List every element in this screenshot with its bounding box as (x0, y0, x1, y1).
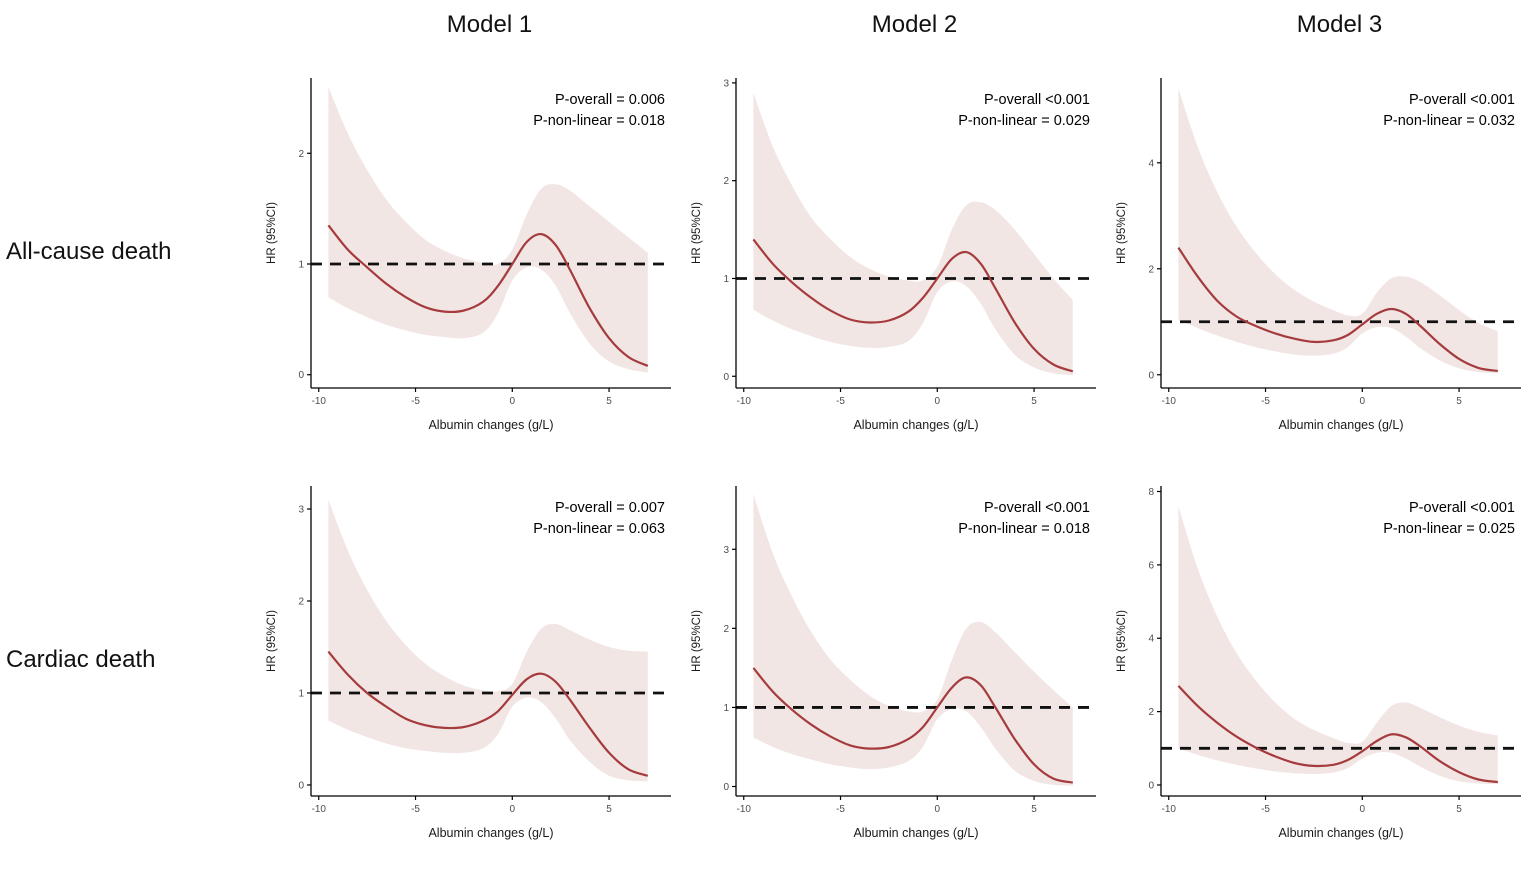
svg-text:4: 4 (1148, 158, 1154, 169)
svg-text:HR (95%CI): HR (95%CI) (691, 610, 703, 672)
svg-text:-5: -5 (1261, 396, 1270, 407)
svg-text:2: 2 (1148, 707, 1154, 718)
svg-text:-5: -5 (411, 396, 420, 407)
svg-text:0: 0 (934, 396, 940, 407)
chart-cardiac-model-2: 0 1 2 3 -10 -5 0 5 Albumin changes (g/L) HR (95%C… (685, 476, 1110, 844)
svg-text:Albumin changes (g/L): Albumin changes (g/L) (428, 418, 553, 432)
svg-text:-5: -5 (1261, 804, 1270, 815)
svg-text:P-overall <0.001: P-overall <0.001 (984, 500, 1090, 516)
svg-text:0: 0 (1148, 370, 1154, 381)
spline-chart-all-cause-model-3: 0 2 4 -10 -5 0 5 Albumin changes (g/L) HR (95%CI… (1116, 78, 1521, 432)
svg-text:Albumin changes (g/L): Albumin changes (g/L) (1278, 418, 1403, 432)
svg-text:1: 1 (298, 688, 304, 699)
svg-text:P-overall <0.001: P-overall <0.001 (984, 92, 1090, 108)
svg-text:5: 5 (1031, 804, 1037, 815)
svg-text:-10: -10 (1161, 804, 1176, 815)
svg-text:-10: -10 (736, 396, 751, 407)
svg-text:0: 0 (1148, 780, 1154, 791)
svg-text:P-overall = 0.007: P-overall = 0.007 (554, 500, 664, 516)
svg-text:3: 3 (298, 504, 304, 515)
svg-text:Albumin changes (g/L): Albumin changes (g/L) (853, 418, 978, 432)
svg-text:0: 0 (934, 804, 940, 815)
svg-text:P-non-linear = 0.018: P-non-linear = 0.018 (533, 113, 665, 129)
svg-text:8: 8 (1148, 487, 1154, 498)
svg-text:0: 0 (1359, 804, 1365, 815)
svg-text:0: 0 (509, 804, 515, 815)
svg-text:-10: -10 (311, 396, 326, 407)
column-header-model-2: Model 2 (871, 11, 958, 38)
svg-text:4: 4 (1148, 634, 1154, 645)
svg-text:P-overall <0.001: P-overall <0.001 (1409, 92, 1515, 108)
spline-chart-cardiac-model-1: 0 1 2 3 -10 -5 0 5 Albumin changes (g/L) HR (95%C… (266, 486, 671, 840)
svg-text:HR (95%CI): HR (95%CI) (691, 202, 703, 264)
svg-text:2: 2 (298, 596, 304, 607)
spline-chart-cardiac-model-3: 0 2 4 6 8 -10 -5 0 5 Albumin changes (g/L) HR (95%… (1116, 486, 1521, 840)
column-header-model-1: Model 1 (446, 11, 533, 38)
svg-text:P-non-linear = 0.018: P-non-linear = 0.018 (958, 521, 1090, 537)
row-label-all-cause-death: All-cause death (6, 238, 172, 265)
spline-chart-all-cause-model-1: 0 1 2 -10 -5 0 5 Albumin changes (g/L) HR (95%CI… (266, 78, 671, 432)
svg-text:3: 3 (723, 545, 729, 556)
svg-text:0: 0 (509, 396, 515, 407)
svg-text:0: 0 (723, 782, 729, 793)
svg-text:0: 0 (723, 372, 729, 383)
svg-text:-5: -5 (836, 804, 845, 815)
column-header-row: Model 1 Model 2 Model 3 (0, 2, 1535, 48)
svg-text:5: 5 (1456, 804, 1462, 815)
svg-text:-10: -10 (736, 804, 751, 815)
svg-text:5: 5 (1456, 396, 1462, 407)
svg-text:2: 2 (298, 149, 304, 160)
column-header-model-3: Model 3 (1296, 11, 1383, 38)
svg-text:2: 2 (723, 624, 729, 635)
svg-text:P-non-linear = 0.025: P-non-linear = 0.025 (1383, 521, 1515, 537)
svg-text:0: 0 (298, 780, 304, 791)
svg-text:3: 3 (723, 78, 729, 89)
chart-cardiac-model-3: 0 2 4 6 8 -10 -5 0 5 Albumin changes (g/L) HR (95%… (1110, 476, 1535, 844)
svg-text:-10: -10 (1161, 396, 1176, 407)
svg-text:Albumin changes (g/L): Albumin changes (g/L) (428, 826, 553, 840)
svg-text:2: 2 (723, 176, 729, 187)
svg-text:5: 5 (1031, 396, 1037, 407)
svg-text:P-non-linear = 0.063: P-non-linear = 0.063 (533, 521, 665, 537)
svg-text:P-non-linear = 0.029: P-non-linear = 0.029 (958, 113, 1090, 129)
svg-text:-5: -5 (411, 804, 420, 815)
spline-chart-cardiac-model-2: 0 1 2 3 -10 -5 0 5 Albumin changes (g/L) HR (95%C… (691, 486, 1096, 840)
svg-text:1: 1 (298, 260, 304, 271)
chart-all-cause-model-3: 0 2 4 -10 -5 0 5 Albumin changes (g/L) HR (95%CI… (1110, 68, 1535, 436)
svg-text:6: 6 (1148, 560, 1154, 571)
row-all-cause-death: All-cause death 0 1 2 -10 -5 0 5 Albumin change… (0, 48, 1535, 456)
row-cardiac-death: Cardiac death 0 1 2 3 -10 -5 0 5 Albumin changes… (0, 456, 1535, 864)
svg-text:HR (95%CI): HR (95%CI) (1116, 610, 1128, 672)
svg-text:1: 1 (723, 274, 729, 285)
svg-text:HR (95%CI): HR (95%CI) (266, 610, 278, 672)
svg-text:0: 0 (298, 370, 304, 381)
svg-text:2: 2 (1148, 264, 1154, 275)
svg-text:1: 1 (723, 703, 729, 714)
svg-text:-5: -5 (836, 396, 845, 407)
svg-text:HR (95%CI): HR (95%CI) (1116, 202, 1128, 264)
svg-text:P-overall <0.001: P-overall <0.001 (1409, 500, 1515, 516)
svg-text:5: 5 (606, 804, 612, 815)
svg-text:0: 0 (1359, 396, 1365, 407)
svg-text:P-non-linear = 0.032: P-non-linear = 0.032 (1383, 113, 1515, 129)
spline-chart-all-cause-model-2: 0 1 2 3 -10 -5 0 5 Albumin changes (g/L) HR (95%C… (691, 78, 1096, 432)
svg-text:Albumin changes (g/L): Albumin changes (g/L) (853, 826, 978, 840)
chart-cardiac-model-1: 0 1 2 3 -10 -5 0 5 Albumin changes (g/L) HR (95%C… (260, 476, 685, 844)
chart-all-cause-model-2: 0 1 2 3 -10 -5 0 5 Albumin changes (g/L) HR (95%C… (685, 68, 1110, 436)
row-label-cardiac-death: Cardiac death (6, 646, 156, 673)
svg-text:-10: -10 (311, 804, 326, 815)
chart-all-cause-model-1: 0 1 2 -10 -5 0 5 Albumin changes (g/L) HR (95%CI… (260, 68, 685, 436)
svg-text:5: 5 (606, 396, 612, 407)
svg-text:Albumin changes (g/L): Albumin changes (g/L) (1278, 826, 1403, 840)
svg-text:P-overall = 0.006: P-overall = 0.006 (554, 92, 664, 108)
svg-text:HR (95%CI): HR (95%CI) (266, 202, 278, 264)
